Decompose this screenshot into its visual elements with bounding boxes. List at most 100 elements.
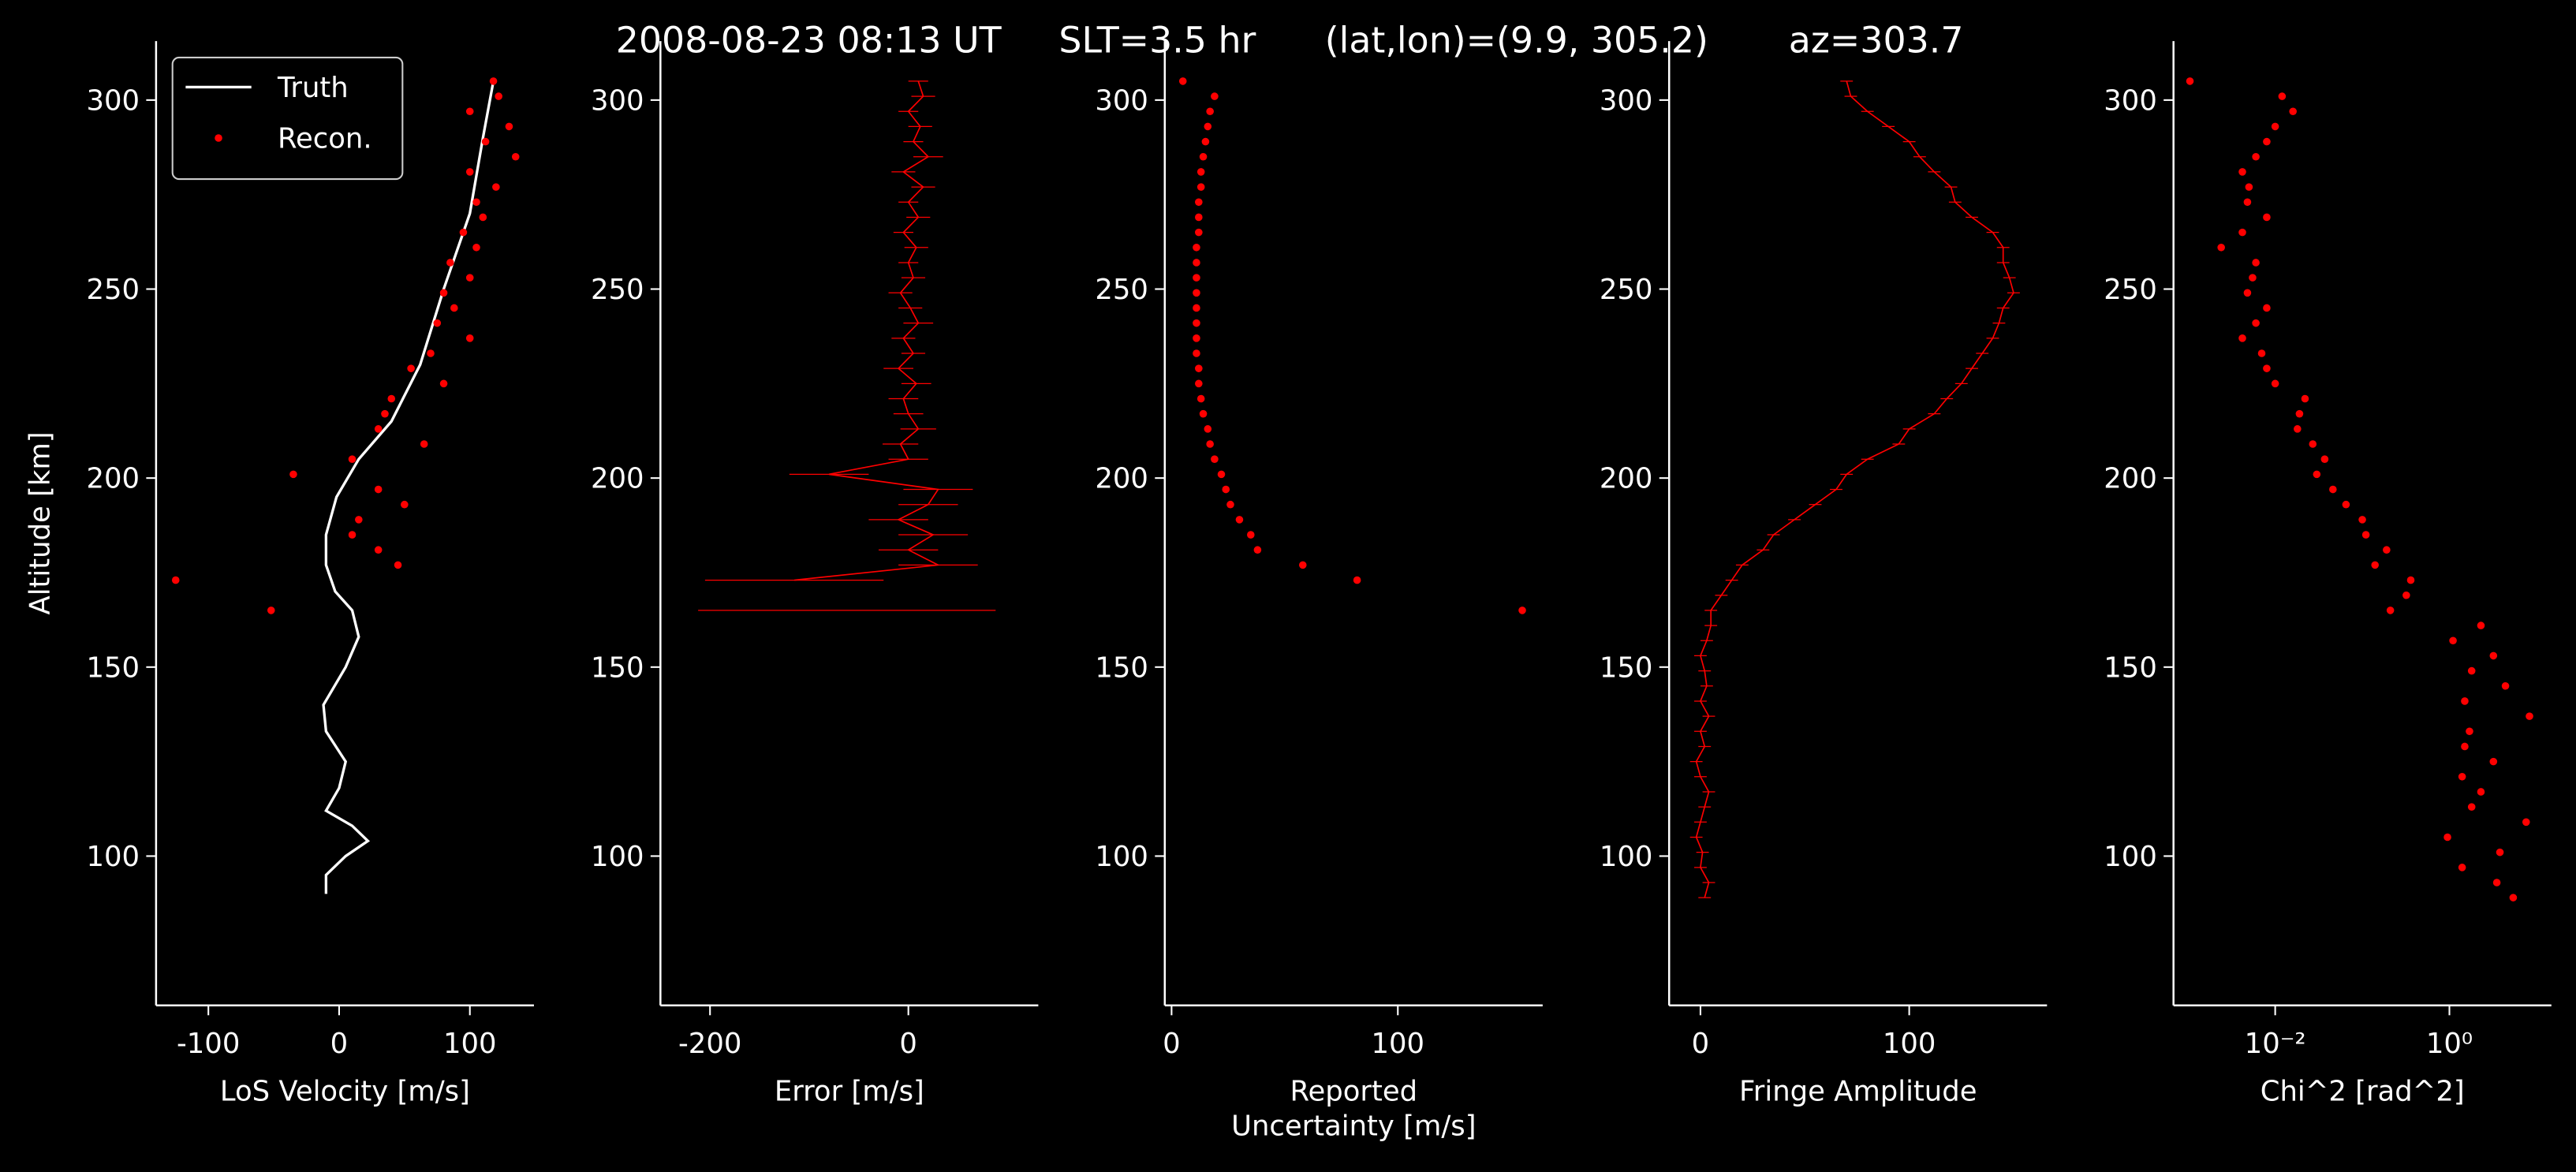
data-point (1211, 92, 1219, 100)
data-point (1193, 334, 1200, 342)
y-tick-label: 200 (591, 463, 644, 495)
data-point (2252, 152, 2260, 161)
data-point (1206, 440, 1214, 448)
data-point (2309, 440, 2317, 448)
data-point (2289, 107, 2297, 116)
data-point (1298, 561, 1307, 569)
x-axis-label: Error [m/s] (775, 1076, 924, 1108)
legend-swatch (215, 134, 222, 142)
data-point (446, 259, 454, 267)
x-tick-label: 0 (899, 1028, 917, 1060)
y-tick-label: 150 (86, 651, 140, 684)
data-point (1199, 152, 1208, 161)
y-tick-label: 300 (1600, 84, 1653, 117)
data-point (348, 531, 357, 539)
data-point (1193, 289, 1200, 297)
data-point (2294, 425, 2302, 433)
y-tick-label: 150 (1600, 651, 1653, 684)
data-point (465, 274, 474, 282)
data-point (439, 379, 448, 388)
data-point (2458, 864, 2466, 872)
data-point (479, 213, 487, 222)
data-point (433, 319, 442, 327)
data-point (2271, 122, 2279, 131)
data-point (1222, 485, 1230, 494)
data-point (481, 137, 490, 146)
x-tick-label: 0 (330, 1028, 349, 1060)
data-point (374, 425, 383, 433)
legend-label: Recon. (278, 122, 372, 155)
data-point (2342, 500, 2350, 509)
y-tick-label: 250 (1095, 274, 1148, 306)
data-point (2252, 259, 2260, 267)
data-point (2217, 244, 2225, 252)
data-point (2501, 681, 2510, 690)
y-tick-label: 250 (1600, 274, 1653, 306)
data-point (374, 485, 383, 494)
data-point (2466, 727, 2473, 736)
data-point (465, 168, 474, 176)
data-point (2186, 77, 2194, 85)
data-point (1353, 576, 1361, 584)
data-point (2252, 319, 2260, 327)
data-point (505, 122, 513, 131)
data-point (1204, 122, 1212, 131)
data-point (2461, 742, 2469, 751)
y-tick-label: 200 (86, 463, 140, 495)
figure-title: 2008-08-23 08:13 UT SLT=3.5 hr (lat,lon)… (616, 19, 1964, 62)
data-point (2467, 803, 2476, 811)
y-tick-label: 100 (1095, 841, 1148, 873)
y-tick-label: 250 (591, 274, 644, 306)
panel: 100 150 200 250 300 10⁻² 10⁰ Chi^2 [rad^2] (2104, 41, 2552, 1108)
y-tick-label: 100 (86, 841, 140, 873)
data-point (2489, 757, 2498, 766)
x-axis-label: Fringe Amplitude (1739, 1076, 1977, 1108)
y-tick-label: 250 (86, 274, 140, 306)
data-point (1195, 228, 1203, 237)
y-tick-label: 300 (1095, 84, 1148, 117)
data-point (2301, 394, 2309, 403)
data-point (407, 364, 415, 372)
y-tick-label: 150 (2104, 651, 2157, 684)
data-point (1195, 379, 1203, 388)
data-point (1204, 425, 1212, 433)
data-point (348, 455, 357, 463)
data-point (1201, 137, 1210, 146)
data-point (2526, 712, 2533, 720)
data-point (2489, 651, 2498, 660)
data-point (2263, 213, 2271, 222)
data-point (1193, 274, 1200, 282)
data-point (2271, 379, 2279, 388)
data-point (2320, 455, 2329, 463)
data-point (1193, 349, 1200, 357)
series-line (794, 81, 938, 610)
x-axis-label: Uncertainty [m/s] (1231, 1110, 1476, 1142)
data-point (2243, 289, 2252, 297)
data-point (267, 607, 275, 614)
data-point (1193, 244, 1200, 252)
data-point (495, 92, 502, 100)
x-tick-label: 100 (1371, 1028, 1424, 1060)
panel: 100 150 200 250 300 0 100 Fringe Amplitude (1600, 41, 2048, 1108)
data-point (2263, 364, 2271, 372)
data-point (511, 152, 520, 161)
data-point (2243, 198, 2252, 207)
data-point (2263, 137, 2271, 146)
data-point (2443, 833, 2451, 842)
data-point (459, 228, 468, 237)
x-axis-label: Chi^2 [rad^2] (2261, 1076, 2465, 1108)
data-point (2245, 183, 2253, 191)
data-point (374, 546, 383, 554)
y-tick-label: 200 (1600, 463, 1653, 495)
legend-label: Truth (277, 72, 349, 104)
data-point (1235, 516, 1244, 524)
data-point (2496, 848, 2504, 857)
data-point (2383, 546, 2391, 554)
x-tick-label: 0 (1163, 1028, 1181, 1060)
data-point (1195, 198, 1203, 207)
y-tick-label: 300 (2104, 84, 2157, 117)
series-line (322, 80, 495, 894)
data-point (439, 289, 448, 297)
data-point (472, 198, 480, 207)
